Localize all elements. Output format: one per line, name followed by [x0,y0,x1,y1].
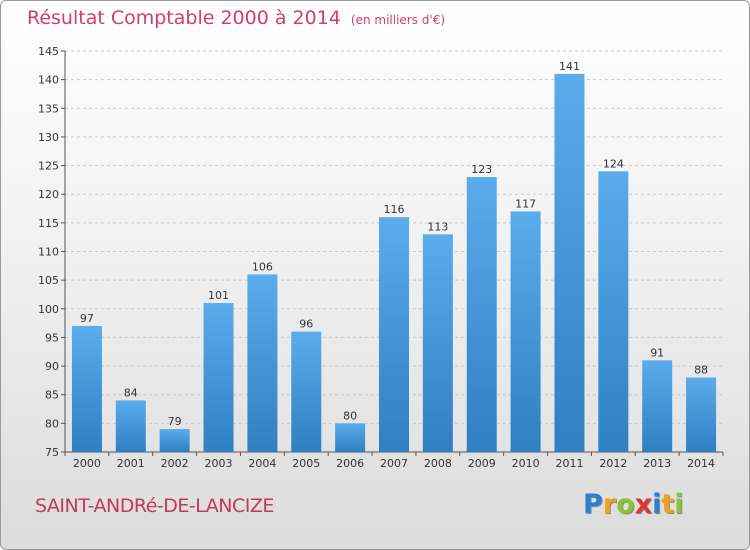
bar [71,325,102,452]
y-tick-label: 145 [38,45,59,58]
bar [159,429,190,452]
bar [554,73,585,453]
bar-value-label: 96 [299,318,313,331]
bar [466,177,497,452]
logo-letter: P [583,489,603,520]
bar-value-label: 97 [80,312,94,325]
y-tick-label: 130 [38,131,59,144]
bar [115,400,146,452]
bar-value-label: 113 [427,220,448,233]
bar-value-label: 101 [208,289,229,302]
bar [203,303,234,452]
bar-value-label: 124 [603,157,624,170]
x-tick-label: 2014 [687,457,715,470]
proxiti-logo[interactable]: Proxiti [583,489,684,520]
bar [379,217,409,452]
bar-value-label: 123 [471,163,492,176]
bar [422,234,453,452]
bar-value-label: 80 [343,409,357,422]
logo-letter: i [652,489,662,520]
bar [598,171,629,453]
x-tick-label: 2011 [555,457,583,470]
chart-unit: (en milliers d'€) [350,13,446,27]
logo-letter: r [602,489,617,520]
bar [642,360,673,452]
y-tick-label: 85 [45,389,59,402]
bar-value-label: 91 [650,346,664,359]
y-tick-label: 80 [45,417,59,430]
y-tick-label: 120 [38,188,59,201]
logo-letter: x [634,489,653,520]
chart-title-text: Résultat Comptable 2000 à 2014 [27,7,341,29]
bar-value-label: 88 [694,364,708,377]
x-tick-label: 2004 [248,457,276,470]
bar [335,423,366,452]
y-tick-label: 135 [38,102,59,115]
bar-value-label: 84 [124,386,138,399]
logo-letter: i [674,489,684,520]
y-tick-label: 105 [38,274,59,287]
x-tick-label: 2009 [468,457,496,470]
x-tick-label: 2010 [512,457,540,470]
bar [247,274,278,452]
bar [291,331,322,452]
x-tick-label: 2000 [73,457,101,470]
bar-value-label: 106 [252,260,273,273]
x-tick-label: 2012 [599,457,627,470]
x-tick-label: 2001 [117,457,145,470]
bar-value-label: 79 [168,415,182,428]
y-tick-label: 90 [45,360,59,373]
bar-value-label: 141 [559,60,580,73]
y-tick-label: 95 [45,331,59,344]
commune-name: SAINT-ANDRé-DE-LANCIZE [35,495,274,517]
bar [510,211,541,452]
y-tick-label: 100 [38,303,59,316]
bar-value-label: 116 [384,203,405,216]
x-tick-label: 2005 [292,457,320,470]
y-tick-label: 115 [38,217,59,230]
y-tick-label: 110 [38,246,59,259]
chart-title: Résultat Comptable 2000 à 2014 (en millie… [27,7,445,29]
y-tick-label: 125 [38,160,59,173]
x-tick-label: 2008 [424,457,452,470]
x-tick-label: 2002 [161,457,189,470]
x-tick-label: 2003 [205,457,233,470]
bar [686,377,717,452]
y-tick-label: 140 [38,74,59,87]
x-tick-label: 2007 [380,457,408,470]
x-tick-label: 2013 [643,457,671,470]
logo-letter: o [616,489,635,520]
y-tick-label: 75 [45,446,59,459]
x-tick-label: 2006 [336,457,364,470]
logo-letter: t [661,489,675,520]
bar-value-label: 117 [515,197,536,210]
